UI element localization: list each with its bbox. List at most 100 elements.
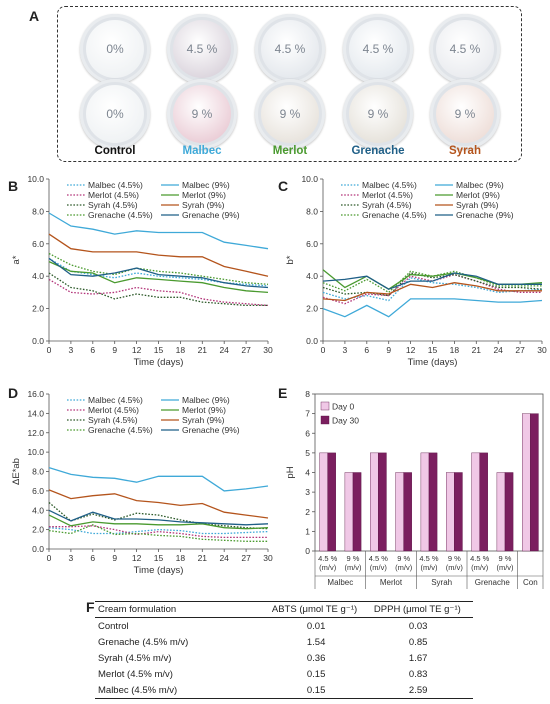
bar [446, 472, 455, 552]
chart-b-a-star: 0.0 2.0 4.0 6.0 8.0 10.0 0 3 6 9 12 15 18 21 24 27 30 Tim… [11, 174, 273, 368]
series-line [322, 282, 542, 302]
table-row: Merlot (4.5% m/v) 0.15 0.83 [95, 666, 473, 682]
bar [319, 452, 328, 552]
y-tick-label: 4.0 [306, 271, 318, 281]
jar-bottom: 9 % [167, 79, 237, 149]
x-tick-label: 27 [241, 553, 251, 563]
legend-entry: Merlot (9%) [182, 190, 226, 200]
x-axis-label: Time (days) [408, 357, 458, 368]
bar [352, 472, 362, 552]
table-cell: 0.15 [306, 668, 326, 680]
x-tick-label: 30 [263, 345, 273, 355]
legend-entry: Grenache (9%) [182, 210, 240, 220]
x-tick-label: 6 [90, 553, 95, 563]
panel-letter-a: A [29, 8, 40, 24]
jar-concentration-label: 0% [106, 107, 124, 121]
bar [378, 452, 387, 552]
y-tick-label: 3 [305, 487, 310, 497]
y-tick-label: 6.0 [32, 239, 44, 249]
y-tick-label: 2.0 [32, 525, 44, 535]
x-tick-label: 30 [537, 345, 547, 355]
table-header: DPPH (μmol TE g⁻¹) [370, 601, 473, 618]
y-tick-label: 8.0 [306, 206, 318, 216]
series-line [48, 278, 269, 307]
table-cell: Control [98, 620, 129, 632]
table-row: Control 0.01 0.03 [95, 618, 473, 635]
table-cell: 0.15 [268, 682, 371, 699]
bar [504, 472, 514, 552]
legend-entry: Merlot (4.5%) [88, 190, 139, 200]
jar-bottom: 9 % [343, 79, 413, 149]
x-tick-label: 21 [198, 553, 208, 563]
x-tick-label: 21 [472, 345, 482, 355]
group-label: Grenache [475, 578, 511, 587]
y-tick-label: 8.0 [32, 206, 44, 216]
legend-entry: Grenache (4.5%) [88, 210, 153, 220]
jar-top: 4.5 % [343, 14, 413, 84]
formulation-label: Syrah [449, 145, 481, 157]
x-tick-label: 30 [263, 553, 273, 563]
jar-concentration-label: 9 % [454, 107, 476, 121]
x-tick-label: 9 % [397, 554, 410, 563]
legend-entry: Merlot (9%) [456, 190, 500, 200]
x-tick-label: 4.5 % [419, 554, 439, 563]
legend-entry: Merlot (4.5%) [362, 190, 413, 200]
y-tick-label: 0.0 [306, 336, 318, 346]
y-tick-label: 14.0 [27, 408, 44, 418]
legend-swatch [320, 415, 330, 425]
legend-entry: Malbec (4.5%) [88, 395, 143, 405]
x-tick-label: 12 [406, 345, 416, 355]
table-cell: 1.67 [408, 652, 428, 664]
series-line [48, 261, 269, 294]
x-tick-label: 9 % [448, 554, 461, 563]
y-tick-label: 5 [305, 448, 310, 458]
bar [454, 472, 463, 552]
legend-entry: Merlot (4.5%) [88, 405, 139, 415]
legend-entry: Syrah (4.5%) [362, 200, 412, 210]
x-tick-label: 9 [112, 345, 117, 355]
x-tick-label: 12 [132, 345, 142, 355]
x-tick-label: 24 [219, 553, 229, 563]
series-line [48, 233, 269, 277]
formulation-label: Malbec [182, 145, 222, 157]
y-tick-label: 2.0 [306, 304, 318, 314]
x-tick-label: (m/v) [344, 563, 362, 572]
table-header: Cream formulation [95, 601, 269, 618]
bar [395, 472, 404, 552]
series-line [48, 524, 268, 542]
y-tick-label: 8 [305, 389, 310, 399]
formulation-label: Grenache [351, 145, 405, 157]
x-tick-label: 18 [176, 553, 186, 563]
group-label: Syrah [431, 578, 452, 587]
jar-concentration-label: 9 % [191, 107, 213, 121]
table-row: Malbec (4.5% m/v) 0.15 2.59 [95, 682, 473, 699]
x-tick-label: 15 [428, 345, 438, 355]
x-tick-label: 24 [493, 345, 503, 355]
antioxidant-table: Cream formulation ABTS (μmol TE g⁻¹) DPP… [95, 601, 473, 699]
panel-letter-b: B [8, 178, 19, 194]
x-tick-label: 24 [219, 345, 229, 355]
legend-entry: Malbec (4.5%) [362, 180, 417, 190]
x-tick-label: 0 [47, 553, 52, 563]
group-label: Con [523, 578, 538, 587]
x-tick-label: 4.5 % [470, 554, 490, 563]
series-line [322, 272, 542, 290]
table-cell: 2.59 [370, 682, 473, 699]
series-line [322, 298, 543, 318]
x-tick-label: 9 [386, 345, 391, 355]
table-cell: Merlot (4.5% m/v) [98, 668, 173, 680]
x-tick-label: 4.5 % [369, 554, 389, 563]
x-axis-label: Time (days) [134, 565, 184, 576]
legend-entry: Grenache (4.5%) [362, 210, 427, 220]
x-tick-label: (m/v) [471, 563, 489, 572]
y-tick-label: 2.0 [32, 304, 44, 314]
x-tick-label: 18 [176, 345, 186, 355]
group-label: Merlot [380, 578, 403, 587]
bar [344, 472, 354, 552]
chart-d-delta-e: 0.0 2.0 4.0 6.0 8.0 10.0 12.0 14.0 16.0 0 3 6 9 12 15 1… [11, 389, 273, 576]
legend-entry: Day 30 [332, 416, 359, 426]
series-line [48, 272, 268, 307]
x-tick-label: 15 [154, 553, 164, 563]
legend-entry: Syrah (4.5%) [88, 415, 138, 425]
